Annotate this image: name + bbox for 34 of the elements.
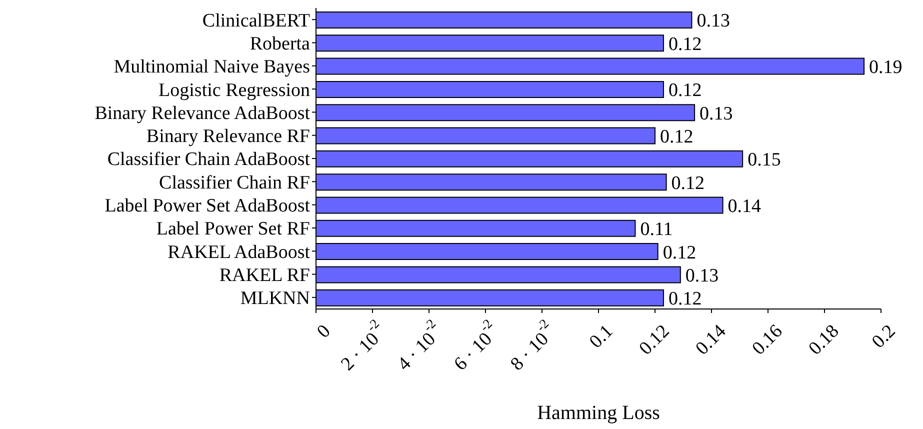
y-tick-label: Classifier Chain AdaBoost xyxy=(107,149,311,170)
data-label: 0.13 xyxy=(696,10,730,32)
data-label: 0.15 xyxy=(748,150,781,171)
data-label: 0.13 xyxy=(700,103,733,124)
y-tick-label: Binary Relevance RF xyxy=(146,126,310,148)
data-label: 0.11 xyxy=(640,219,673,240)
x-axis-title: Hamming Loss xyxy=(537,402,660,424)
data-label: 0.12 xyxy=(671,172,705,194)
y-tick-label: Multinomial Naive Bayes xyxy=(114,56,310,78)
y-tick-label: Label Power Set RF xyxy=(156,218,310,240)
y-tick-label: MLKNN xyxy=(240,288,310,310)
data-label: 0.12 xyxy=(668,80,702,102)
data-label: 0.14 xyxy=(728,196,762,217)
y-tick-label: Label Power Set AdaBoost xyxy=(104,196,311,217)
x-tick-label: 0.12 xyxy=(635,320,674,360)
x-tick-label: 0.18 xyxy=(804,320,844,360)
data-label: 0.12 xyxy=(660,126,694,148)
y-tick-label: Roberta xyxy=(250,33,311,54)
data-label: 0.19 xyxy=(869,57,902,78)
y-tick-label: Logistic Regression xyxy=(158,80,310,101)
y-tick-label: Binary Relevance AdaBoost xyxy=(94,102,311,124)
data-label: 0.12 xyxy=(662,242,696,264)
x-tick-label: 0.14 xyxy=(692,320,730,360)
x-tick-label: 0.16 xyxy=(748,320,787,360)
y-tick-label: RAKEL AdaBoost xyxy=(168,242,311,263)
x-tick-label: 0.1 xyxy=(585,320,618,352)
y-tick-label: ClinicalBERT xyxy=(202,10,310,32)
x-tick-label: 0.2 xyxy=(868,320,900,352)
data-label: 0.12 xyxy=(668,288,702,310)
data-label: 0.13 xyxy=(685,265,719,286)
data-label: 0.12 xyxy=(668,34,702,55)
y-tick-label: Classifier Chain RF xyxy=(159,172,310,194)
x-tick-label: 0 xyxy=(313,320,335,342)
y-tick-label: RAKEL RF xyxy=(219,265,310,286)
